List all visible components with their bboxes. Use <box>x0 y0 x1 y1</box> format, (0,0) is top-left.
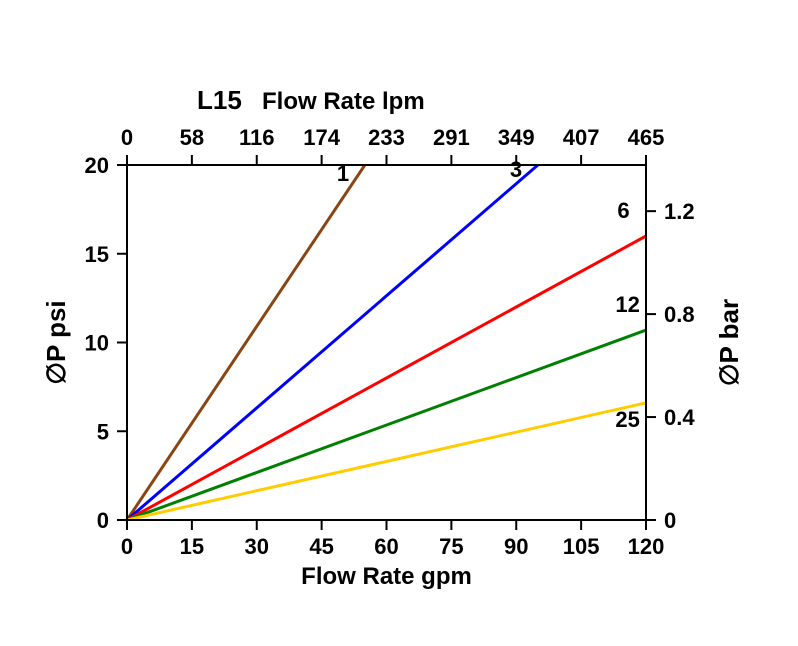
yl-tick-label: 10 <box>85 331 109 356</box>
xt-tick-label: 291 <box>433 125 470 150</box>
pressure-flow-chart: 0153045607590105120Flow Rate gpm05811617… <box>0 0 798 646</box>
xt-tick-label: 349 <box>498 125 535 150</box>
xt-tick-label: 116 <box>239 125 275 150</box>
xt-tick-label: 407 <box>563 125 600 150</box>
x-bottom-label: Flow Rate gpm <box>301 563 472 590</box>
y-right-label: ∅P bar <box>714 299 744 386</box>
xb-tick-label: 105 <box>563 534 600 559</box>
xt-tick-label: 174 <box>303 125 340 150</box>
x-top-label: Flow Rate lpm <box>262 88 425 115</box>
xt-tick-label: 58 <box>180 125 204 150</box>
series-label-12: 12 <box>615 292 639 317</box>
xb-tick-label: 15 <box>180 534 204 559</box>
yr-tick-label: 0.4 <box>664 405 695 430</box>
yr-tick-label: 0.8 <box>664 302 695 327</box>
xb-tick-label: 45 <box>309 534 333 559</box>
xb-tick-label: 90 <box>504 534 528 559</box>
yl-tick-label: 20 <box>85 153 109 178</box>
series-label-6: 6 <box>617 198 629 223</box>
series-label-1: 1 <box>337 161 349 186</box>
yr-tick-label: 0 <box>664 508 676 533</box>
xt-tick-label: 233 <box>368 125 405 150</box>
yl-tick-label: 15 <box>85 242 109 267</box>
xb-tick-label: 120 <box>628 534 665 559</box>
xt-tick-label: 0 <box>121 125 133 150</box>
chart-container: 0153045607590105120Flow Rate gpm05811617… <box>0 0 798 646</box>
yl-tick-label: 5 <box>97 419 109 444</box>
xb-tick-label: 60 <box>374 534 398 559</box>
yl-tick-label: 0 <box>97 508 109 533</box>
y-left-label: ∅P psi <box>41 300 71 384</box>
xb-tick-label: 0 <box>121 534 133 559</box>
xb-tick-label: 75 <box>439 534 463 559</box>
series-label-25: 25 <box>615 407 639 432</box>
xb-tick-label: 30 <box>245 534 269 559</box>
xt-tick-label: 465 <box>628 125 665 150</box>
series-label-3: 3 <box>510 157 522 182</box>
top-prefix-label: L15 <box>197 85 242 115</box>
yr-tick-label: 1.2 <box>664 199 695 224</box>
